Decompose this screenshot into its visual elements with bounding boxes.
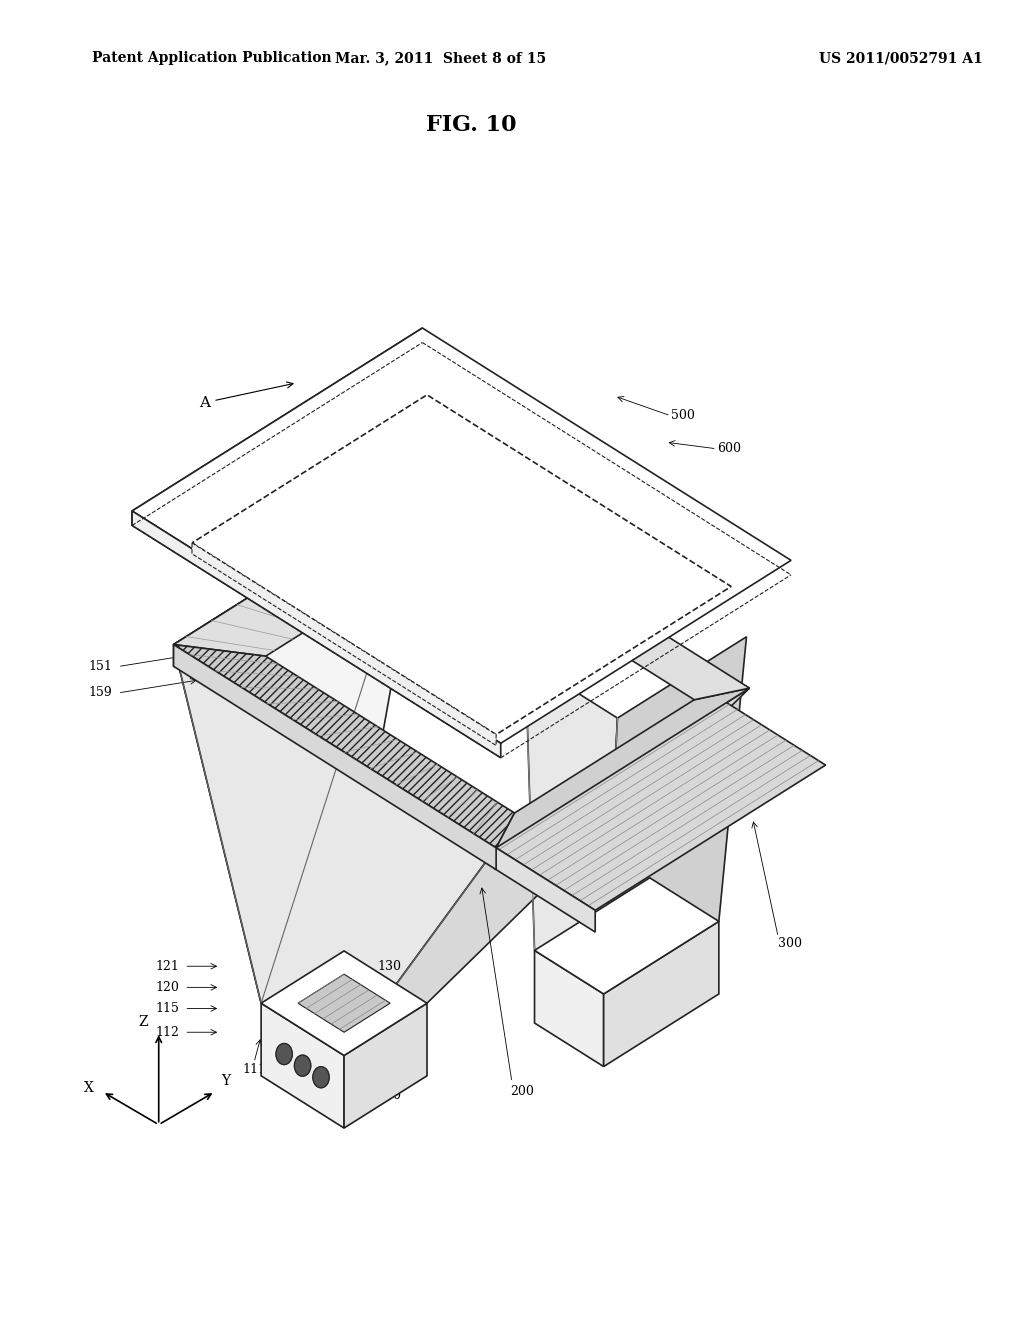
Polygon shape: [535, 878, 719, 994]
Polygon shape: [344, 688, 750, 1056]
Polygon shape: [427, 484, 750, 700]
Polygon shape: [193, 395, 731, 734]
Text: 112: 112: [156, 1026, 179, 1039]
Text: 300: 300: [778, 937, 802, 950]
Text: 111: 111: [242, 1063, 266, 1076]
Text: 151: 151: [89, 660, 113, 673]
Polygon shape: [496, 688, 750, 847]
Circle shape: [313, 1067, 330, 1088]
Polygon shape: [132, 329, 791, 743]
Polygon shape: [174, 484, 427, 667]
Polygon shape: [494, 701, 825, 911]
Polygon shape: [494, 846, 595, 932]
Text: X: X: [84, 1081, 94, 1094]
Text: 121: 121: [156, 960, 179, 973]
Polygon shape: [525, 660, 617, 994]
Text: 600: 600: [717, 442, 740, 455]
Text: 100: 100: [377, 1089, 401, 1102]
Text: 110: 110: [300, 1080, 325, 1093]
Text: Patent Application Publication: Patent Application Publication: [92, 51, 332, 65]
Text: FIG. 10: FIG. 10: [426, 115, 516, 136]
Text: 120: 120: [156, 981, 179, 994]
Polygon shape: [174, 644, 514, 847]
Polygon shape: [604, 921, 719, 1067]
Polygon shape: [604, 636, 746, 994]
Text: 130: 130: [377, 960, 401, 973]
Polygon shape: [261, 1003, 344, 1129]
Polygon shape: [535, 950, 604, 1067]
Polygon shape: [174, 644, 496, 1056]
Circle shape: [295, 1055, 311, 1076]
Text: 200: 200: [510, 1085, 535, 1098]
Text: 159: 159: [89, 686, 113, 700]
Polygon shape: [174, 484, 445, 656]
Circle shape: [276, 1043, 293, 1064]
Text: Mar. 3, 2011  Sheet 8 of 15: Mar. 3, 2011 Sheet 8 of 15: [335, 51, 546, 65]
Text: Y: Y: [221, 1074, 229, 1088]
Text: 115: 115: [156, 1002, 179, 1015]
Text: Z: Z: [138, 1015, 148, 1028]
Polygon shape: [132, 329, 422, 525]
Polygon shape: [344, 1003, 427, 1129]
Text: A: A: [200, 381, 293, 409]
Text: US 2011/0052791 A1: US 2011/0052791 A1: [819, 51, 983, 65]
Polygon shape: [261, 950, 427, 1056]
Polygon shape: [298, 974, 390, 1032]
Polygon shape: [193, 543, 496, 746]
Polygon shape: [132, 511, 501, 758]
Polygon shape: [174, 484, 427, 1003]
Text: 500: 500: [671, 409, 694, 422]
Polygon shape: [174, 644, 496, 870]
